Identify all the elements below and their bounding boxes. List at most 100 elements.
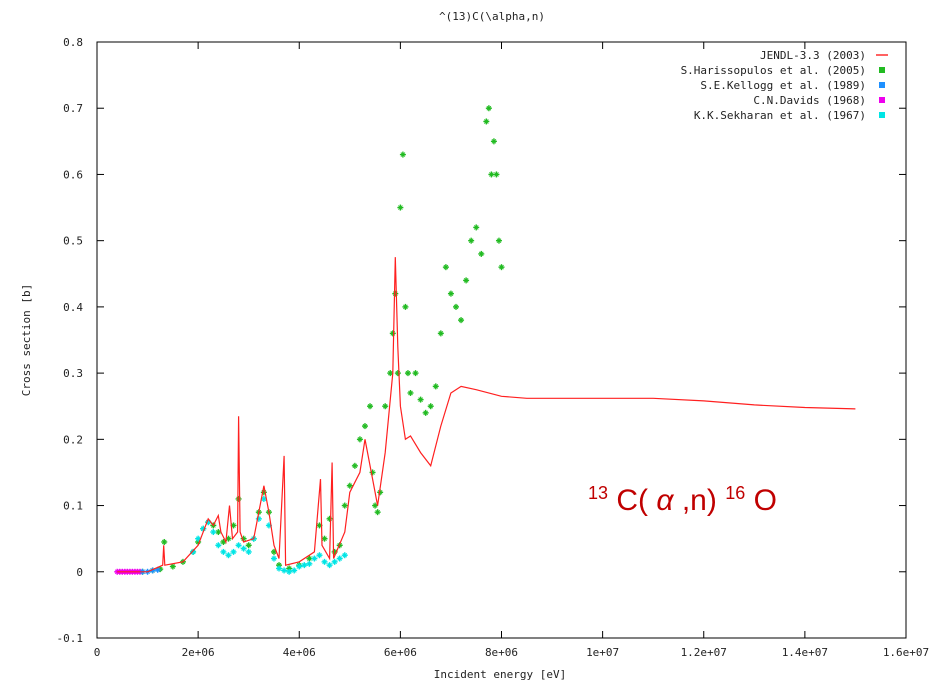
data-point xyxy=(276,565,283,572)
chart-title: ^(13)C(\alpha,n) xyxy=(439,10,545,23)
y-tick-label: 0.3 xyxy=(63,367,83,380)
plot-frame xyxy=(96,41,907,639)
x-tick-label: 4e+06 xyxy=(283,646,316,659)
data-point xyxy=(417,396,424,403)
legend-label: K.K.Sekharan et al. (1967) xyxy=(694,109,866,122)
y-tick-label: -0.1 xyxy=(57,632,84,645)
data-point xyxy=(281,567,288,574)
legend-label: JENDL-3.3 (2003) xyxy=(760,49,866,62)
y-tick-label: 0.2 xyxy=(63,433,83,446)
annotation-product: O xyxy=(754,484,777,517)
data-point xyxy=(321,558,328,565)
data-point xyxy=(437,330,444,337)
x-tick-label: 1e+07 xyxy=(586,646,619,659)
data-point xyxy=(412,370,419,377)
data-point xyxy=(427,403,434,410)
series-line xyxy=(117,257,856,573)
data-point xyxy=(458,317,465,324)
data-point xyxy=(356,436,363,443)
data-point xyxy=(488,171,495,178)
legend-swatch xyxy=(879,112,885,118)
y-tick-label: 0.5 xyxy=(63,235,83,248)
data-point xyxy=(341,502,348,509)
data-point xyxy=(326,515,333,522)
data-point xyxy=(361,423,368,430)
data-point xyxy=(495,237,502,244)
data-point xyxy=(351,462,358,469)
data-point xyxy=(394,370,401,377)
legend-label: S.Harissopulos et al. (2005) xyxy=(681,64,866,77)
data-point xyxy=(463,277,470,284)
data-point xyxy=(210,529,217,536)
y-axis-label: Cross section [b] xyxy=(20,284,33,397)
annotation-after: ,n) xyxy=(682,484,717,517)
data-point xyxy=(230,522,237,529)
x-tick-label: 2e+06 xyxy=(182,646,215,659)
series-group xyxy=(139,105,505,575)
reaction-annotation: 13 C( α ,n) 16 O xyxy=(588,473,777,517)
legend-swatch xyxy=(879,97,885,103)
data-point xyxy=(392,290,399,297)
data-point xyxy=(301,562,308,569)
x-tick-label: 1.2e+07 xyxy=(681,646,727,659)
y-tick-label: 0.7 xyxy=(63,102,83,115)
data-point xyxy=(407,389,414,396)
x-tick-label: 1.6e+07 xyxy=(883,646,929,659)
data-point xyxy=(225,535,232,542)
data-point xyxy=(432,383,439,390)
data-point xyxy=(490,138,497,145)
data-point xyxy=(402,303,409,310)
x-tick-label: 6e+06 xyxy=(384,646,417,659)
annotation-core: C( xyxy=(616,484,648,517)
y-tick-label: 0.8 xyxy=(63,36,83,49)
data-point xyxy=(270,555,277,562)
data-point xyxy=(306,555,313,562)
data-point xyxy=(374,509,381,516)
data-point xyxy=(367,403,374,410)
data-point xyxy=(240,545,247,552)
data-point xyxy=(336,555,343,562)
y-tick-label: 0.1 xyxy=(63,500,83,513)
legend: JENDL-3.3 (2003) S.Harissopulos et al. (2… xyxy=(681,49,888,122)
data-point xyxy=(341,552,348,559)
y-axis-ticks: -0.1 0 0.1 0.2 0.3 0.4 0.5 0.6 0.7 0.8 xyxy=(57,36,906,645)
data-point xyxy=(296,563,303,570)
data-point xyxy=(452,303,459,310)
data-point xyxy=(225,552,232,559)
series-group xyxy=(190,495,348,575)
annotation-alpha: α xyxy=(656,484,674,517)
x-tick-label: 8e+06 xyxy=(485,646,518,659)
y-tick-label: 0.4 xyxy=(63,301,83,314)
data-point xyxy=(404,370,411,377)
data-point xyxy=(468,237,475,244)
data-point xyxy=(286,568,293,575)
data-point xyxy=(161,538,168,545)
data-point xyxy=(397,204,404,211)
data-point xyxy=(154,566,161,573)
data-point xyxy=(478,250,485,257)
y-tick-label: 0 xyxy=(76,566,83,579)
x-tick-label: 0 xyxy=(94,646,101,659)
data-point xyxy=(326,562,333,569)
data-point xyxy=(447,290,454,297)
series-layer xyxy=(114,105,856,575)
data-point xyxy=(311,555,318,562)
data-point xyxy=(215,542,222,549)
data-point xyxy=(331,558,338,565)
data-point xyxy=(442,264,449,271)
data-point xyxy=(399,151,406,158)
data-point xyxy=(235,542,242,549)
data-point xyxy=(245,542,252,549)
data-point xyxy=(245,548,252,555)
annotation-mass-after: 16 xyxy=(725,483,745,503)
x-axis-label: Incident energy [eV] xyxy=(434,668,566,681)
data-point xyxy=(473,224,480,231)
data-point xyxy=(321,535,328,542)
annotation-mass-before: 13 xyxy=(588,483,608,503)
y-tick-label: 0.6 xyxy=(63,168,83,181)
data-point xyxy=(235,495,242,502)
data-point xyxy=(485,105,492,112)
data-point xyxy=(169,563,176,570)
legend-swatch xyxy=(879,67,885,73)
